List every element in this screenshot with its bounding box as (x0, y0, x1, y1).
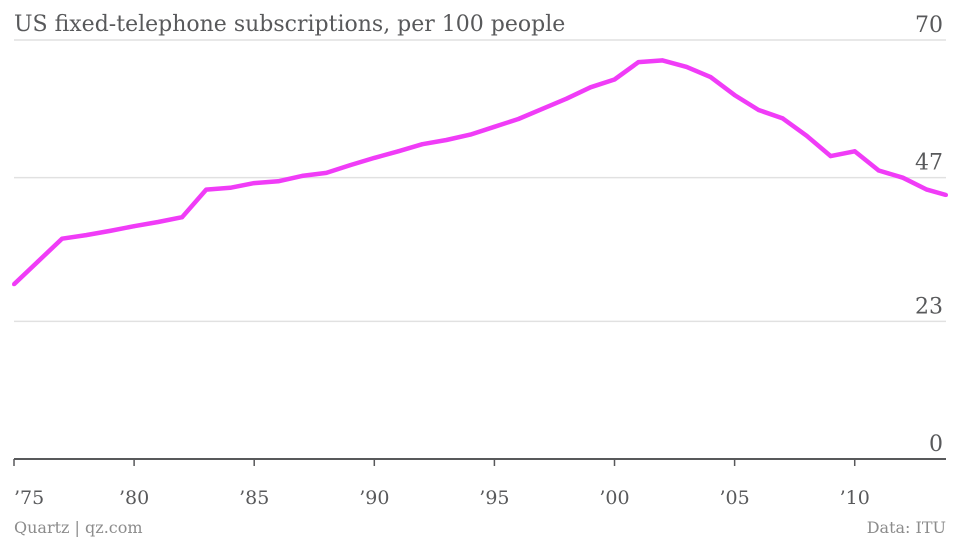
subscriptions-line (12, 58, 947, 286)
data-point (396, 149, 401, 154)
data-point (108, 228, 113, 233)
data-point (540, 106, 545, 111)
data-point (12, 282, 16, 287)
chart-grid (14, 39, 946, 323)
data-point (660, 58, 665, 63)
data-point (60, 236, 64, 241)
data-point (204, 187, 209, 192)
y-tick-label-47: 47 (915, 151, 943, 176)
y-tick-label-70: 70 (915, 13, 943, 38)
data-point (732, 93, 737, 98)
data-point (228, 185, 233, 190)
y-tick-labels: 0 23 47 70 (915, 13, 943, 457)
data-point (420, 142, 425, 147)
data-source: Data: ITU (867, 518, 946, 537)
data-point (684, 64, 689, 69)
data-point (180, 215, 185, 220)
x-tick-label: ’75 (14, 487, 44, 509)
data-point (84, 233, 89, 238)
series-group (12, 58, 948, 287)
x-ticks: ’75 ’80 ’85 ’90 ’95 ’00 ’05 ’10 (13, 459, 870, 509)
data-point (708, 75, 713, 80)
source-credit: Quartz | qz.com (14, 518, 143, 537)
data-point (756, 108, 761, 112)
data-point (636, 60, 641, 65)
data-point (276, 179, 281, 184)
x-tick-label: ’85 (239, 487, 269, 509)
data-point (36, 259, 40, 264)
data-point (468, 132, 473, 137)
data-point (852, 149, 857, 154)
chart-title: US fixed-telephone subscriptions, per 10… (14, 12, 565, 37)
x-tick-label: ’00 (599, 487, 629, 509)
y-tick-label-0: 0 (929, 432, 943, 457)
data-point (876, 168, 881, 173)
data-point (780, 116, 785, 121)
data-point (516, 117, 521, 121)
data-point (300, 173, 305, 178)
data-point (348, 163, 353, 168)
x-tick-label: ’95 (479, 487, 509, 509)
x-tick-label: ’90 (359, 487, 389, 509)
data-point (156, 220, 161, 224)
data-point (564, 96, 569, 101)
data-point (804, 133, 809, 138)
data-point (944, 193, 948, 197)
data-point (588, 85, 593, 90)
data-point (252, 181, 257, 186)
data-point (324, 170, 329, 175)
x-tick-label: ’05 (720, 487, 750, 509)
y-tick-label-23: 23 (915, 294, 943, 319)
data-point (828, 154, 833, 159)
data-point (132, 224, 137, 229)
data-point (924, 187, 929, 192)
data-point (444, 138, 449, 142)
x-tick-label: ’80 (119, 487, 149, 509)
data-point (372, 155, 377, 160)
data-point (900, 175, 905, 180)
data-point (492, 124, 497, 129)
data-point (612, 77, 617, 82)
x-tick-label: ’10 (840, 487, 870, 509)
